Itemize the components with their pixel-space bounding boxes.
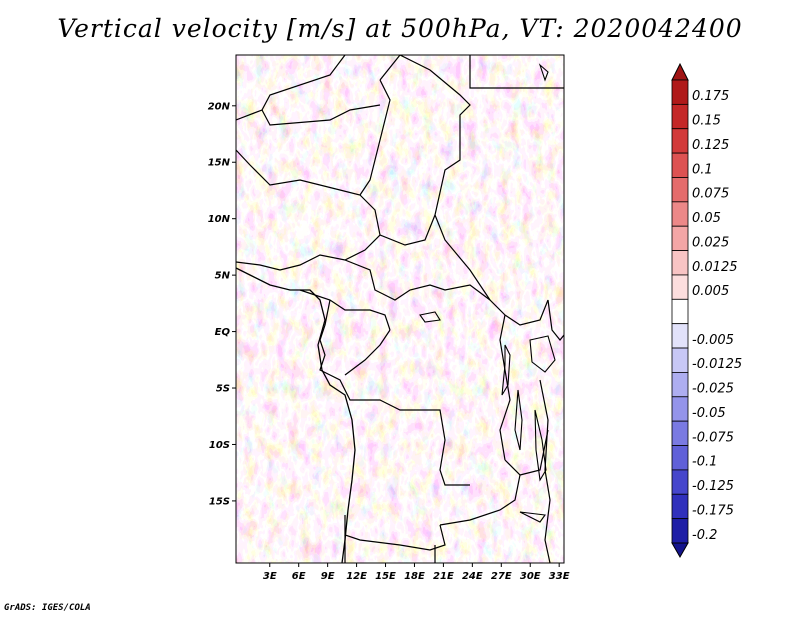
- lon-tick-label: 21E: [433, 571, 454, 582]
- colorbar-swatch: [671, 103, 689, 130]
- colorbar-swatch: [671, 201, 689, 227]
- lat-tick-label: 20N: [208, 101, 231, 112]
- lon-tick-label: 15E: [375, 571, 396, 582]
- colorbar-label: -0.005: [692, 333, 734, 348]
- colorbar-label: -0.175: [692, 503, 734, 518]
- colorbar-swatch: [671, 518, 689, 544]
- colorbar-label: 0.125: [692, 138, 729, 153]
- lon-tick-label: 12E: [346, 571, 367, 582]
- lat-tick-label: 5N: [215, 271, 231, 282]
- colorbar-swatch: [671, 128, 689, 154]
- colorbar-swatch: [671, 372, 689, 398]
- colorbar-swatch: [671, 445, 689, 471]
- colorbar-swatch: [671, 420, 689, 446]
- colorbar-label: 0.005: [692, 284, 729, 299]
- colorbar-label: -0.0125: [692, 357, 742, 372]
- colorbar-swatch: [671, 298, 689, 325]
- lat-tick-label: 15S: [209, 496, 230, 507]
- lat-tick-label: 10N: [208, 214, 231, 225]
- lon-tick-label: 9E: [321, 571, 335, 582]
- lon-tick-label: 24E: [462, 571, 483, 582]
- colorbar-swatch: [671, 250, 689, 276]
- colorbar-swatch: [671, 152, 689, 178]
- colorbar-max-arrow: [671, 62, 689, 81]
- colorbar-swatch: [671, 177, 689, 203]
- colorbar-label: 0.05: [692, 211, 721, 226]
- lon-tick-label: 30E: [520, 571, 541, 582]
- coastline: [236, 267, 356, 563]
- lon-tick-label: 3E: [263, 571, 277, 582]
- colorbar-swatch: [671, 396, 689, 422]
- colorbar-label: 0.175: [692, 89, 729, 104]
- colorbar-label: 0.075: [692, 187, 729, 202]
- colorbar-label: 0.15: [692, 114, 721, 129]
- plot-frame: [235, 54, 565, 564]
- credit-label: GrADS: IGES/COLA: [4, 603, 91, 613]
- colorbar: 0.175 0.15 0.125 0.1 0.075 0.05 0.025 0.0125 0.0…: [671, 62, 742, 559]
- lon-tick-label: 6E: [292, 571, 306, 582]
- colorbar-label: -0.05: [692, 406, 726, 421]
- colorbar-label: -0.1: [692, 455, 717, 470]
- colorbar-swatch: [671, 347, 689, 373]
- velocity-field: [236, 55, 564, 563]
- colorbar-label: -0.025: [692, 382, 734, 397]
- colorbar-label: 0.1: [692, 162, 713, 177]
- colorbar-swatch: [671, 79, 689, 105]
- lat-tick-label: 5S: [216, 384, 230, 395]
- colorbar-label: -0.075: [692, 430, 734, 445]
- colorbar-swatch: [671, 323, 689, 349]
- colorbar-label: -0.2: [692, 528, 717, 543]
- lat-tick-label: EQ: [215, 327, 231, 338]
- lon-tick-label: 33E: [549, 571, 570, 582]
- colorbar-label: 0.0125: [692, 260, 738, 275]
- lat-tick-label: 15N: [208, 158, 231, 169]
- colorbar-label: -0.125: [692, 479, 734, 494]
- colorbar-swatch: [671, 493, 689, 520]
- lakes: [419, 63, 556, 523]
- lat-tick-label: 10S: [209, 440, 230, 451]
- colorbar-swatch: [671, 469, 689, 495]
- colorbar-min-arrow: [671, 542, 689, 559]
- colorbar-label: 0.025: [692, 235, 729, 250]
- map-title: Vertical velocity [m/s] at 500hPa, VT: 2…: [57, 14, 743, 43]
- lon-tick-label: 18E: [404, 571, 425, 582]
- colorbar-swatch: [671, 274, 689, 300]
- colorbar-swatch: [671, 225, 689, 251]
- lon-tick-label: 27E: [491, 571, 512, 582]
